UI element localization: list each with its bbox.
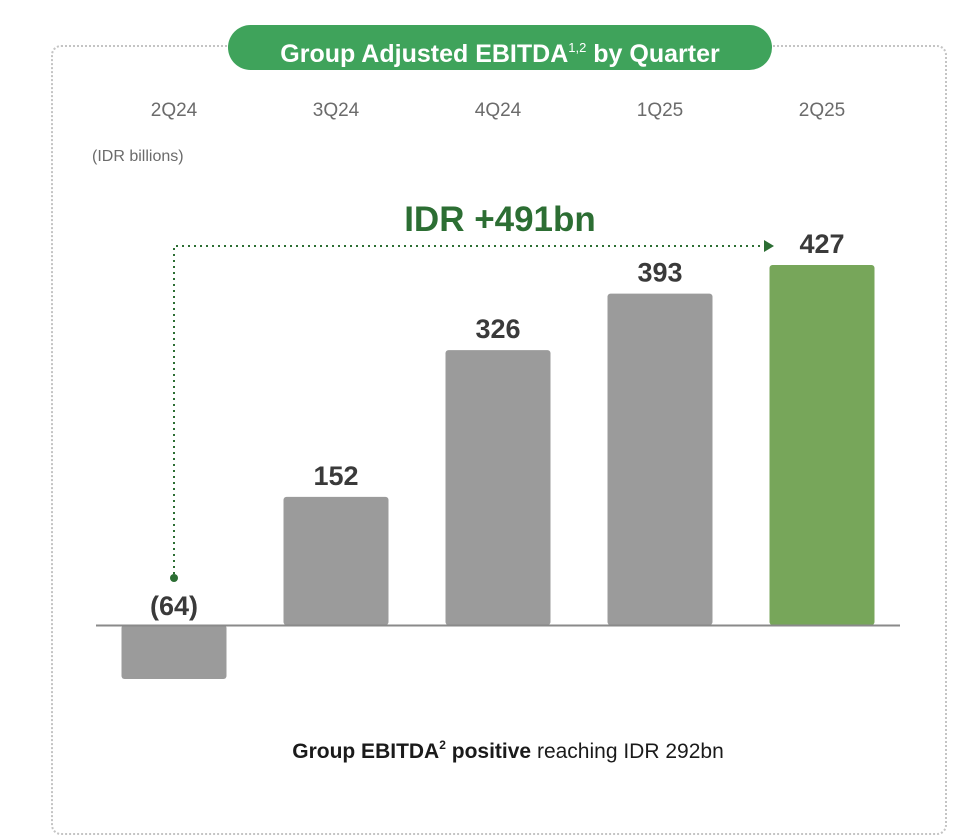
data-label-2q25: 427 — [799, 229, 844, 259]
x-tick-label-2q24: 2Q24 — [151, 100, 198, 121]
data-label-2q24: (64) — [150, 591, 198, 621]
bar-4q24 — [445, 350, 551, 625]
footer-positive-text: positive — [445, 740, 532, 763]
title-suffix: by Quarter — [586, 40, 720, 68]
x-tick-label-1q25: 1Q25 — [637, 100, 683, 121]
growth-arrow-start-dot — [170, 574, 178, 582]
x-tick-label-4q24: 4Q24 — [475, 100, 522, 121]
bar-2q24 — [121, 625, 227, 679]
footer-bold-text: Group EBITDA — [292, 740, 440, 763]
unit-label: (IDR billions) — [92, 148, 184, 165]
bar-chart: 2Q24 3Q24 4Q24 1Q25 2Q25 (IDR billions) IDR … — [92, 100, 900, 679]
bar-1q25 — [607, 293, 713, 625]
footer-note: Group EBITDA2 positive reaching IDR 292b… — [0, 738, 966, 764]
bar-3q24 — [283, 496, 389, 625]
data-label-1q25: 393 — [637, 258, 682, 288]
bar-2q25 — [769, 264, 875, 625]
chart-title: Group Adjusted EBITDA1,2 by Quarter — [228, 25, 772, 70]
title-superscript: 1,2 — [568, 40, 587, 55]
footer-superscript: 2 — [439, 738, 446, 752]
growth-annotation-label: IDR +491bn — [404, 200, 596, 239]
x-tick-label-2q25: 2Q25 — [799, 100, 845, 121]
footer-rest-text: reaching IDR 292bn — [531, 740, 724, 763]
x-tick-label-3q24: 3Q24 — [313, 100, 360, 121]
data-label-3q24: 152 — [313, 461, 358, 491]
data-label-4q24: 326 — [475, 314, 520, 344]
title-text: Group Adjusted EBITDA — [280, 40, 569, 68]
growth-arrow-head — [764, 240, 774, 252]
growth-arrow-line — [173, 245, 764, 574]
